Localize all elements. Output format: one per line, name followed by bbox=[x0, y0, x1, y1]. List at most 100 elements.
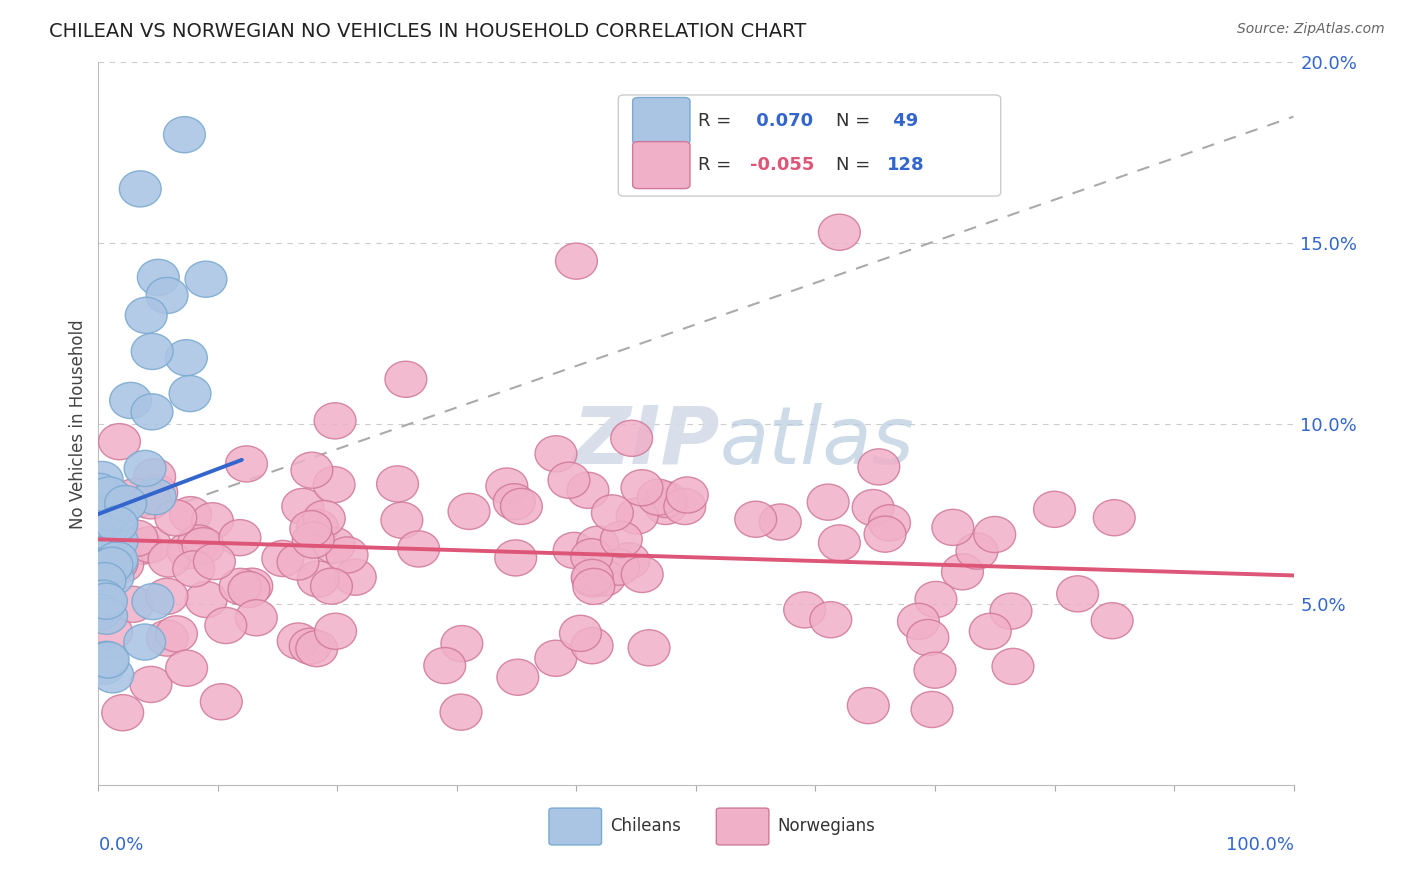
Ellipse shape bbox=[645, 489, 686, 524]
Ellipse shape bbox=[441, 625, 482, 662]
Ellipse shape bbox=[567, 472, 609, 508]
Ellipse shape bbox=[104, 485, 146, 522]
Ellipse shape bbox=[117, 520, 157, 557]
Ellipse shape bbox=[326, 537, 368, 573]
Ellipse shape bbox=[576, 526, 619, 562]
Ellipse shape bbox=[194, 543, 235, 580]
Ellipse shape bbox=[129, 666, 172, 703]
Ellipse shape bbox=[592, 495, 633, 531]
Ellipse shape bbox=[385, 361, 427, 397]
Ellipse shape bbox=[377, 466, 419, 502]
Ellipse shape bbox=[807, 484, 849, 520]
FancyBboxPatch shape bbox=[633, 142, 690, 188]
Ellipse shape bbox=[96, 523, 138, 559]
Ellipse shape bbox=[621, 557, 664, 592]
Text: N =: N = bbox=[835, 112, 876, 130]
Text: CHILEAN VS NORWEGIAN NO VEHICLES IN HOUSEHOLD CORRELATION CHART: CHILEAN VS NORWEGIAN NO VEHICLES IN HOUS… bbox=[49, 22, 807, 41]
Ellipse shape bbox=[536, 435, 576, 472]
Ellipse shape bbox=[201, 683, 242, 720]
Ellipse shape bbox=[186, 261, 226, 297]
Ellipse shape bbox=[146, 277, 188, 313]
Ellipse shape bbox=[86, 583, 128, 619]
Text: Norwegians: Norwegians bbox=[778, 817, 875, 835]
Ellipse shape bbox=[131, 393, 173, 430]
Ellipse shape bbox=[735, 501, 776, 537]
Ellipse shape bbox=[290, 628, 330, 665]
Ellipse shape bbox=[277, 544, 319, 580]
Ellipse shape bbox=[571, 628, 613, 664]
Ellipse shape bbox=[219, 520, 262, 556]
Ellipse shape bbox=[87, 509, 129, 545]
Ellipse shape bbox=[381, 502, 423, 538]
Ellipse shape bbox=[136, 475, 177, 510]
Ellipse shape bbox=[101, 695, 143, 731]
Ellipse shape bbox=[942, 554, 983, 590]
Ellipse shape bbox=[138, 260, 179, 295]
FancyBboxPatch shape bbox=[716, 808, 769, 845]
Ellipse shape bbox=[932, 509, 974, 545]
Ellipse shape bbox=[156, 615, 197, 652]
Ellipse shape bbox=[186, 582, 228, 617]
Ellipse shape bbox=[125, 297, 167, 334]
Ellipse shape bbox=[907, 619, 949, 656]
Ellipse shape bbox=[583, 560, 626, 596]
Ellipse shape bbox=[993, 648, 1033, 684]
Ellipse shape bbox=[191, 503, 233, 539]
Ellipse shape bbox=[548, 462, 591, 499]
Ellipse shape bbox=[915, 582, 957, 617]
Ellipse shape bbox=[89, 477, 131, 513]
Ellipse shape bbox=[277, 623, 319, 659]
Ellipse shape bbox=[84, 537, 127, 573]
Ellipse shape bbox=[96, 502, 138, 538]
Ellipse shape bbox=[94, 541, 136, 577]
Ellipse shape bbox=[666, 477, 709, 513]
Ellipse shape bbox=[129, 526, 172, 563]
Ellipse shape bbox=[170, 497, 211, 533]
Text: N =: N = bbox=[835, 156, 876, 174]
Text: R =: R = bbox=[699, 112, 737, 130]
Text: Source: ZipAtlas.com: Source: ZipAtlas.com bbox=[1237, 22, 1385, 37]
Ellipse shape bbox=[314, 527, 356, 564]
Ellipse shape bbox=[91, 547, 134, 583]
Ellipse shape bbox=[969, 614, 1011, 649]
Text: 0.070: 0.070 bbox=[749, 112, 813, 130]
Ellipse shape bbox=[1091, 603, 1133, 639]
Ellipse shape bbox=[262, 541, 304, 576]
Ellipse shape bbox=[132, 583, 174, 620]
Ellipse shape bbox=[571, 559, 613, 596]
Ellipse shape bbox=[124, 450, 166, 486]
Ellipse shape bbox=[297, 509, 339, 546]
Ellipse shape bbox=[560, 615, 602, 651]
Ellipse shape bbox=[637, 479, 679, 516]
Ellipse shape bbox=[501, 488, 543, 524]
Ellipse shape bbox=[494, 483, 536, 520]
Ellipse shape bbox=[120, 171, 162, 207]
Ellipse shape bbox=[1057, 575, 1098, 612]
Ellipse shape bbox=[423, 648, 465, 683]
Ellipse shape bbox=[89, 495, 131, 532]
Ellipse shape bbox=[571, 539, 613, 574]
Ellipse shape bbox=[314, 403, 356, 439]
Text: ZIP: ZIP bbox=[572, 403, 720, 481]
Ellipse shape bbox=[292, 522, 335, 558]
Ellipse shape bbox=[114, 478, 156, 515]
Ellipse shape bbox=[86, 555, 127, 591]
Text: R =: R = bbox=[699, 156, 737, 174]
Ellipse shape bbox=[304, 500, 346, 537]
Ellipse shape bbox=[534, 640, 576, 676]
Ellipse shape bbox=[818, 214, 860, 251]
Ellipse shape bbox=[83, 648, 125, 684]
Ellipse shape bbox=[858, 449, 900, 485]
Ellipse shape bbox=[121, 528, 162, 565]
Text: atlas: atlas bbox=[720, 403, 915, 481]
Text: -0.055: -0.055 bbox=[749, 156, 814, 174]
Ellipse shape bbox=[335, 559, 377, 595]
Ellipse shape bbox=[818, 524, 860, 561]
Ellipse shape bbox=[956, 533, 998, 569]
Ellipse shape bbox=[607, 542, 650, 579]
Ellipse shape bbox=[440, 694, 482, 731]
Ellipse shape bbox=[759, 504, 801, 540]
Ellipse shape bbox=[911, 691, 953, 728]
Ellipse shape bbox=[87, 642, 129, 678]
Ellipse shape bbox=[146, 620, 188, 657]
